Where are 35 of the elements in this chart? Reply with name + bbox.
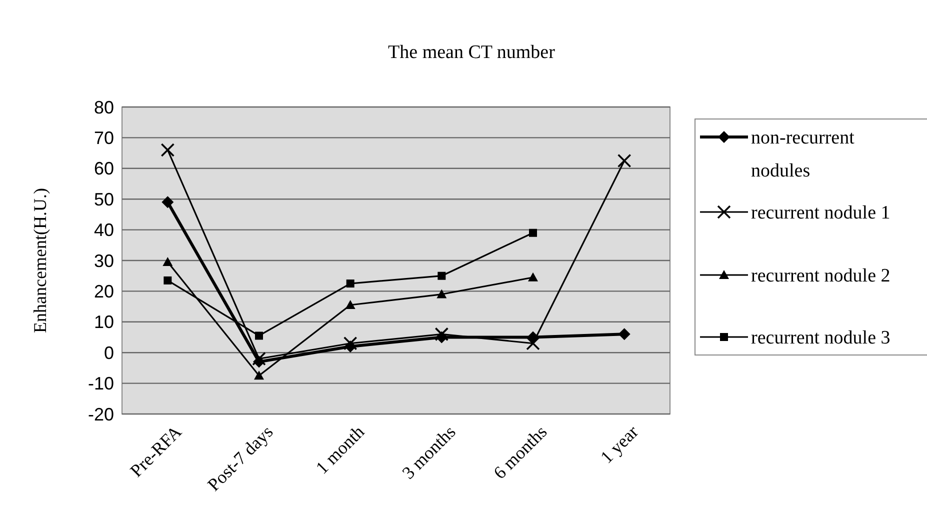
point bbox=[528, 272, 538, 282]
y-tick-label: -10 bbox=[88, 374, 114, 394]
legend-label: recurrent nodule 3 bbox=[751, 328, 890, 349]
point bbox=[434, 327, 449, 342]
point bbox=[617, 154, 632, 168]
point bbox=[436, 289, 447, 298]
legend-label: recurrent nodule 1 bbox=[751, 202, 890, 224]
y-tick-label: 60 bbox=[94, 158, 114, 179]
legend-label: non-recurrent nodules bbox=[751, 128, 856, 182]
chart-title: The mean CT number bbox=[388, 42, 556, 63]
y-tick-label: 20 bbox=[94, 282, 114, 302]
y-tick-label: 80 bbox=[94, 97, 114, 118]
point bbox=[345, 300, 356, 310]
y-tick-label: 10 bbox=[94, 312, 114, 332]
point bbox=[164, 276, 172, 284]
point bbox=[160, 143, 175, 157]
point bbox=[162, 196, 174, 208]
point bbox=[438, 272, 446, 280]
y-tick-label: 40 bbox=[94, 220, 114, 240]
y-tick-label: 0 bbox=[104, 342, 114, 363]
point bbox=[254, 370, 264, 380]
point bbox=[252, 352, 266, 366]
y-tick-label: 70 bbox=[94, 128, 114, 148]
y-tick-label: 30 bbox=[94, 250, 114, 271]
legend-label: recurrent nodule 2 bbox=[751, 266, 890, 287]
point bbox=[255, 332, 263, 340]
point bbox=[529, 228, 537, 237]
y-axis-title: Enhancement(H.U.) bbox=[30, 188, 50, 333]
y-tick-label: -20 bbox=[88, 404, 114, 424]
point bbox=[162, 257, 173, 266]
point bbox=[346, 280, 354, 288]
point bbox=[618, 328, 630, 340]
point bbox=[343, 336, 358, 350]
x-tick-label: 1 year bbox=[596, 422, 642, 468]
y-tick-label: 50 bbox=[94, 189, 114, 210]
